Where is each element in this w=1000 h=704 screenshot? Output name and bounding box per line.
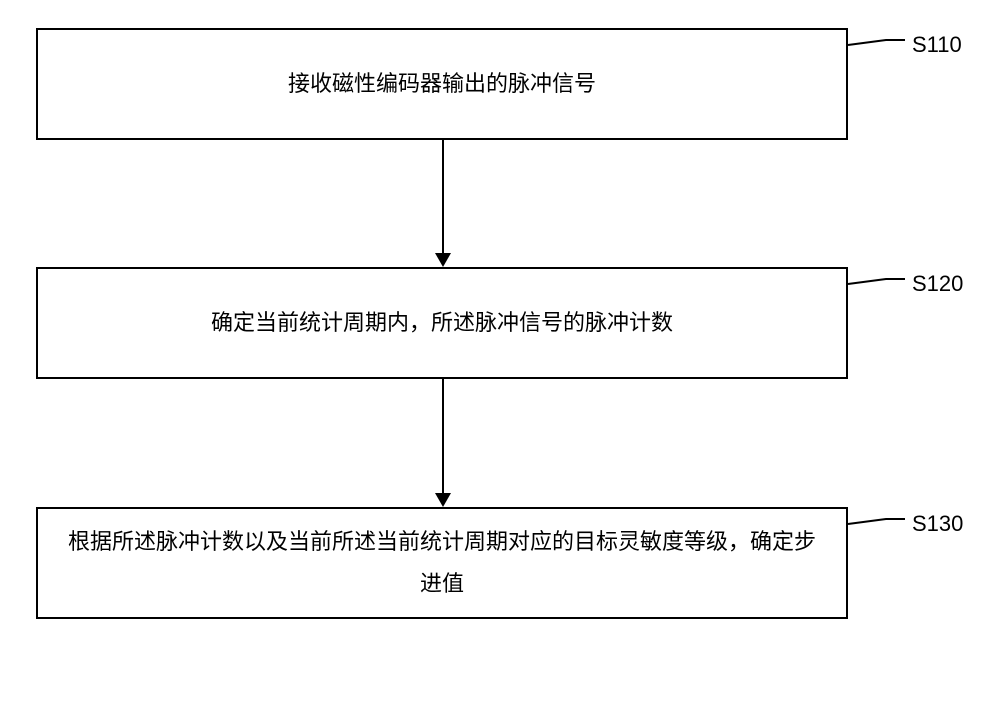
step-label-s110: S110 <box>912 32 962 58</box>
flowchart-canvas: 接收磁性编码器输出的脉冲信号 确定当前统计周期内，所述脉冲信号的脉冲计数 根据所… <box>0 0 1000 704</box>
step-text-s110: 接收磁性编码器输出的脉冲信号 <box>288 63 596 105</box>
step-text-s120: 确定当前统计周期内，所述脉冲信号的脉冲计数 <box>211 302 673 344</box>
arrow-s110-s120 <box>442 140 444 267</box>
step-box-s120: 确定当前统计周期内，所述脉冲信号的脉冲计数 <box>36 267 848 379</box>
step-box-s130: 根据所述脉冲计数以及当前所述当前统计周期对应的目标灵敏度等级，确定步进值 <box>36 507 848 619</box>
arrow-s120-s130 <box>442 379 444 507</box>
step-box-s110: 接收磁性编码器输出的脉冲信号 <box>36 28 848 140</box>
step-label-s130: S130 <box>912 511 963 537</box>
step-text-s130: 根据所述脉冲计数以及当前所述当前统计周期对应的目标灵敏度等级，确定步进值 <box>58 521 826 605</box>
step-label-s120: S120 <box>912 271 963 297</box>
